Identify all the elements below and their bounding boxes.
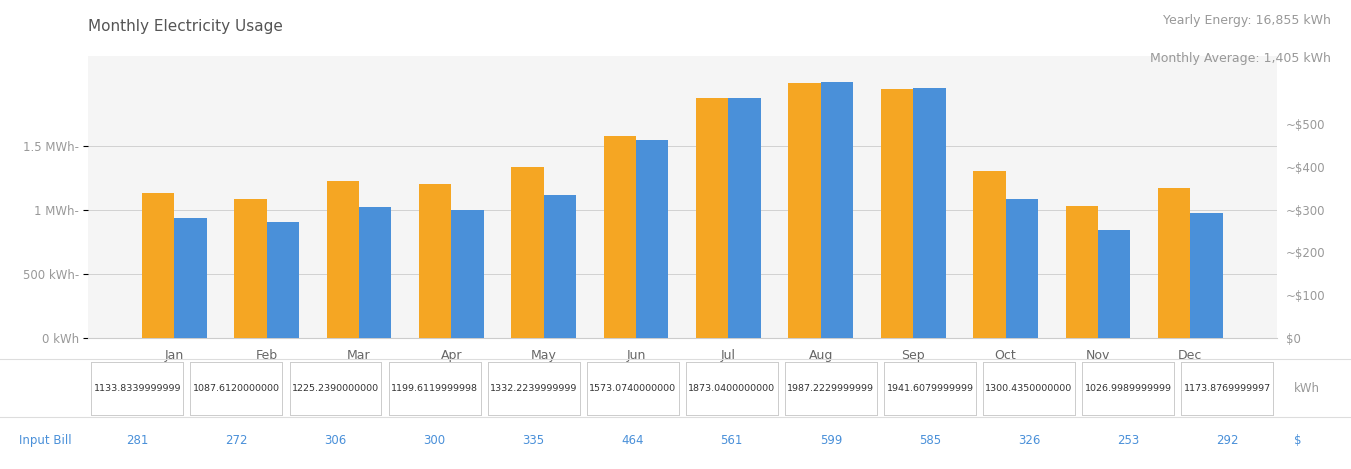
Bar bbox=[512, 167, 543, 338]
Text: 1026.9989999999: 1026.9989999999 bbox=[1085, 384, 1171, 393]
Text: 1133.8339999999: 1133.8339999999 bbox=[93, 384, 181, 393]
Text: 585: 585 bbox=[919, 434, 942, 447]
Bar bbox=[821, 82, 852, 338]
Text: Monthly Average: 1,405 kWh: Monthly Average: 1,405 kWh bbox=[1150, 52, 1331, 65]
Text: $: $ bbox=[1294, 434, 1302, 447]
Text: Yearly Energy: 16,855 kWh: Yearly Energy: 16,855 kWh bbox=[1163, 14, 1331, 27]
Text: 599: 599 bbox=[820, 434, 842, 447]
Text: 561: 561 bbox=[720, 434, 743, 447]
Text: Monthly Electricity Usage: Monthly Electricity Usage bbox=[88, 19, 282, 34]
Text: 1987.2229999999: 1987.2229999999 bbox=[788, 384, 874, 393]
Text: 272: 272 bbox=[226, 434, 247, 447]
Bar bbox=[1158, 188, 1190, 338]
Text: 1573.0740000000: 1573.0740000000 bbox=[589, 384, 677, 393]
Bar bbox=[1005, 199, 1038, 338]
Bar bbox=[451, 210, 484, 338]
Text: 1225.2390000000: 1225.2390000000 bbox=[292, 384, 380, 393]
Text: 326: 326 bbox=[1017, 434, 1040, 447]
Text: 300: 300 bbox=[423, 434, 446, 447]
Text: Energy: Energy bbox=[22, 382, 69, 394]
Bar bbox=[266, 222, 299, 338]
Bar bbox=[234, 198, 266, 338]
Bar bbox=[174, 218, 207, 338]
Text: 1173.8769999997: 1173.8769999997 bbox=[1183, 384, 1271, 393]
Text: 1300.4350000000: 1300.4350000000 bbox=[985, 384, 1073, 393]
Bar bbox=[543, 195, 576, 338]
Bar bbox=[1098, 230, 1131, 338]
Bar bbox=[359, 207, 392, 338]
Text: Input Bill: Input Bill bbox=[19, 434, 72, 447]
Bar bbox=[604, 136, 636, 338]
Text: 335: 335 bbox=[523, 434, 544, 447]
Bar bbox=[1190, 213, 1223, 338]
Bar bbox=[973, 171, 1005, 338]
Text: 1941.6079999999: 1941.6079999999 bbox=[886, 384, 974, 393]
Bar bbox=[636, 140, 669, 338]
Bar bbox=[913, 88, 946, 338]
Bar bbox=[881, 89, 913, 338]
Text: 1199.6119999998: 1199.6119999998 bbox=[390, 384, 478, 393]
Text: 306: 306 bbox=[324, 434, 347, 447]
Text: 1873.0400000000: 1873.0400000000 bbox=[688, 384, 775, 393]
Text: 281: 281 bbox=[126, 434, 149, 447]
Text: 292: 292 bbox=[1216, 434, 1239, 447]
Text: 464: 464 bbox=[621, 434, 644, 447]
Bar bbox=[142, 193, 174, 338]
Bar bbox=[419, 184, 451, 338]
Text: 253: 253 bbox=[1117, 434, 1139, 447]
Bar bbox=[1066, 206, 1098, 338]
Text: 1332.2239999999: 1332.2239999999 bbox=[490, 384, 577, 393]
Text: kWh: kWh bbox=[1294, 382, 1320, 394]
Bar bbox=[327, 181, 359, 338]
Text: 1087.6120000000: 1087.6120000000 bbox=[193, 384, 280, 393]
Bar bbox=[696, 98, 728, 338]
Bar bbox=[728, 98, 761, 338]
Bar bbox=[789, 83, 821, 338]
